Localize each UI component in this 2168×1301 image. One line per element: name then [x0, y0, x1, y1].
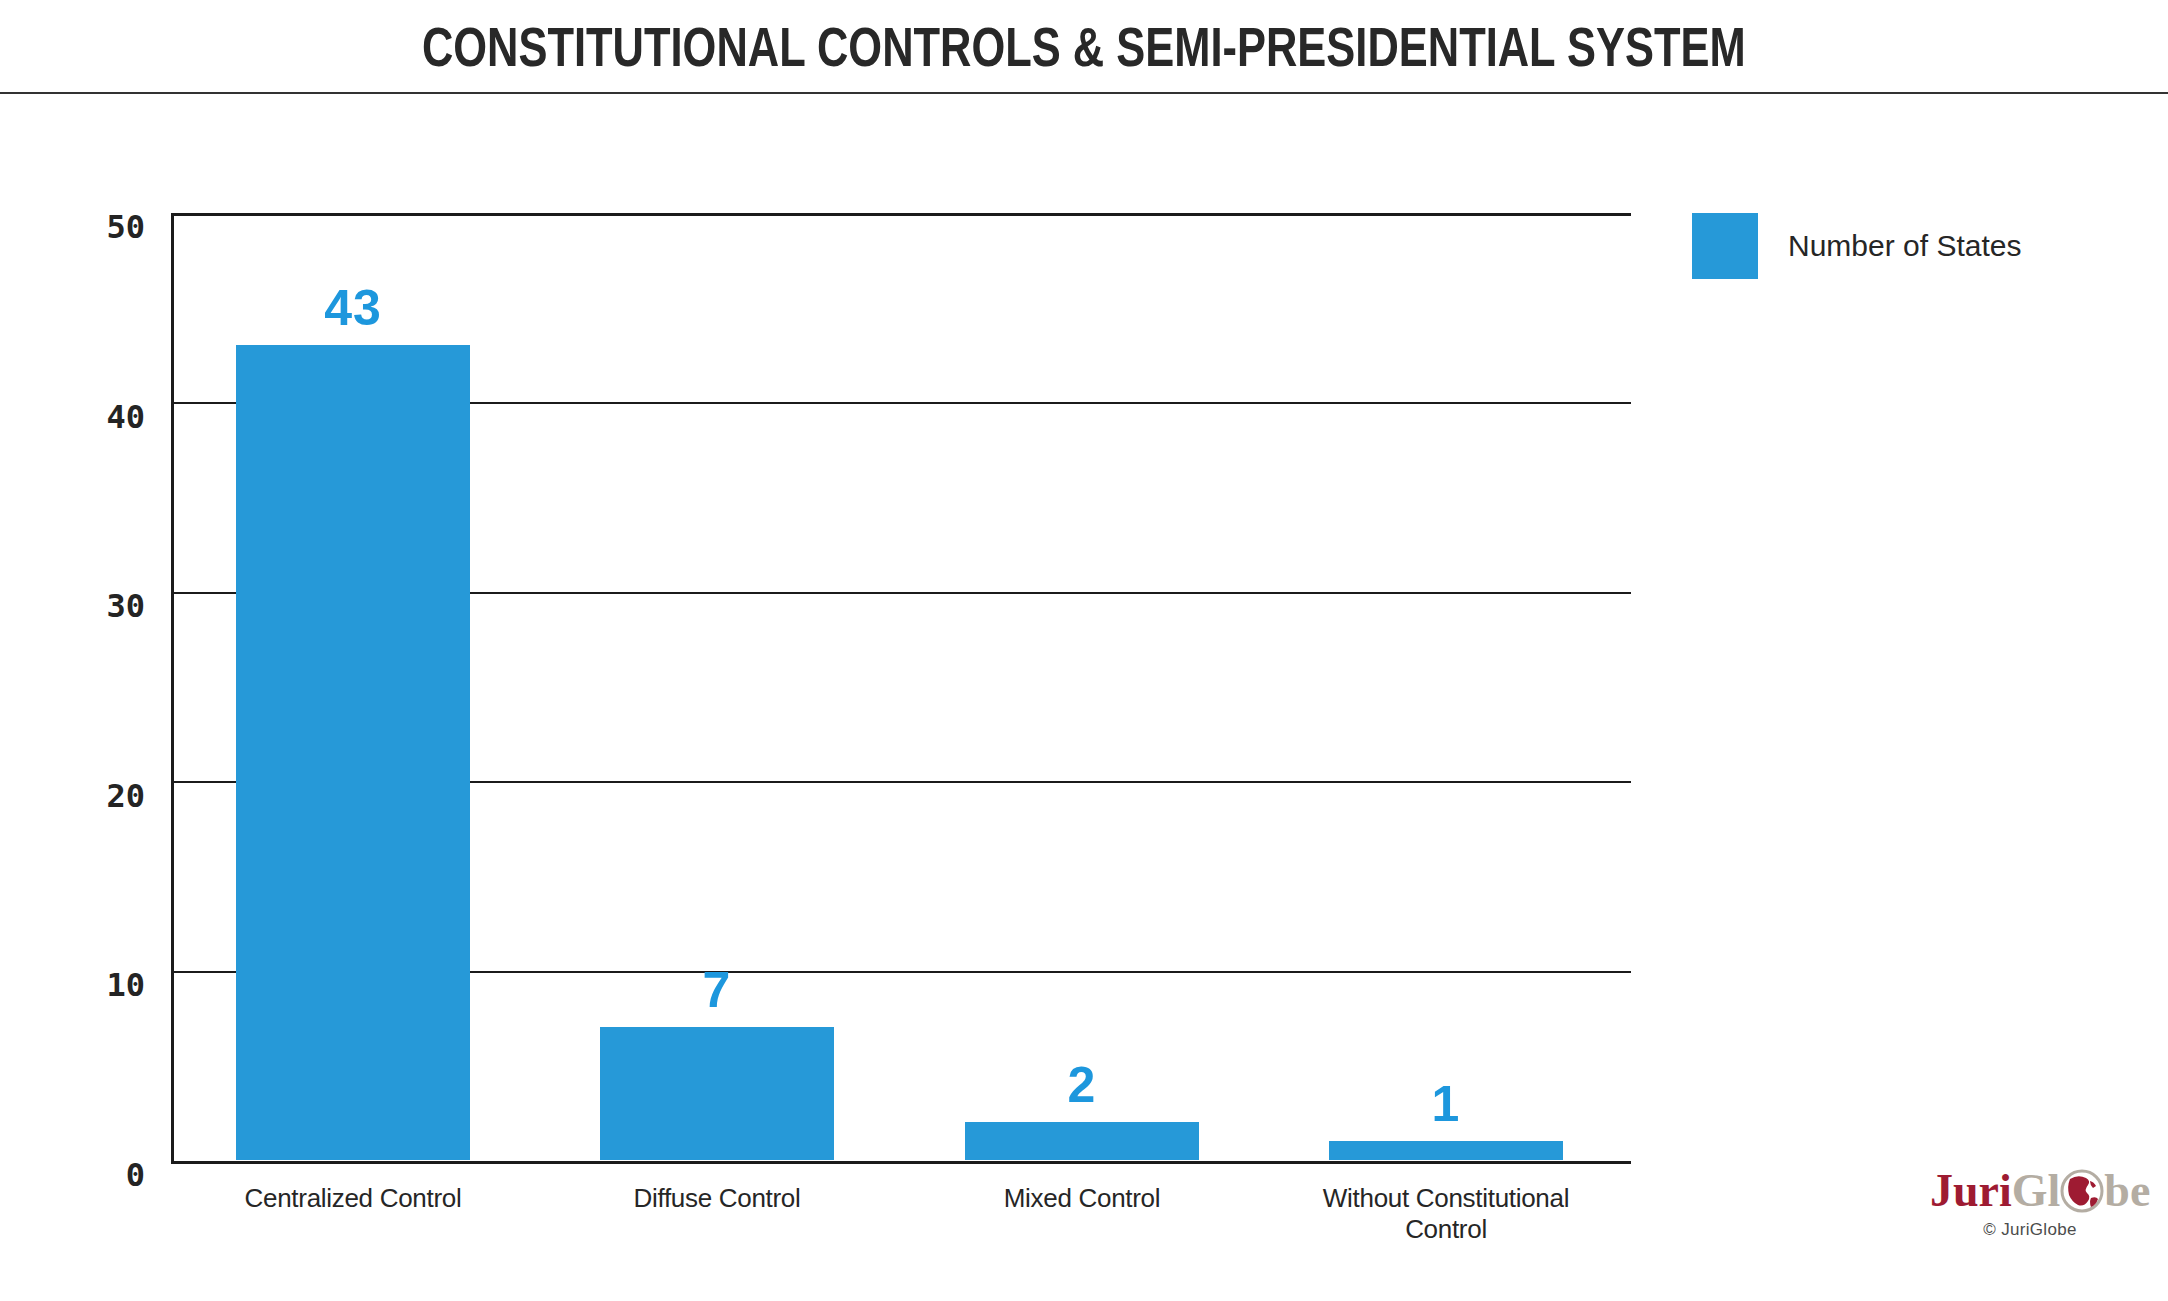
- bar-without-constitutional-control: [1329, 1141, 1563, 1160]
- gridline-0: [171, 1161, 1631, 1164]
- bar-value-label-diffuse-control: 7: [597, 961, 837, 1019]
- y-tick-label-50: 50: [0, 208, 145, 246]
- y-tick-label-30: 30: [0, 587, 145, 625]
- bar-value-label-mixed-control: 2: [962, 1056, 1202, 1114]
- gridline-50: [171, 213, 1631, 216]
- category-label-diffuse-control: Diffuse Control: [562, 1183, 872, 1214]
- bar-value-label-without-constitutional-control: 1: [1326, 1075, 1566, 1133]
- y-tick-label-20: 20: [0, 777, 145, 815]
- category-label-without-constitutional-control: Without Constitutional Control: [1291, 1183, 1601, 1245]
- bar-value-label-centralized-control: 43: [233, 279, 473, 337]
- logo-juri-text: Juri: [1930, 1165, 2012, 1216]
- logo-be-text: be: [2104, 1165, 2150, 1216]
- legend-swatch: [1692, 213, 1758, 279]
- bar-mixed-control: [965, 1122, 1199, 1160]
- y-tick-label-10: 10: [0, 966, 145, 1004]
- bar-diffuse-control: [600, 1027, 834, 1160]
- logo-copyright: © JuriGlobe: [1930, 1220, 2130, 1240]
- plot-area: 43 7 2 1: [171, 214, 1628, 1162]
- legend-label: Number of States: [1788, 229, 2021, 263]
- legend: Number of States: [1692, 213, 2021, 279]
- y-tick-label-40: 40: [0, 398, 145, 436]
- globe-icon: [2060, 1169, 2104, 1213]
- logo-gl-text: Gl: [2012, 1165, 2061, 1216]
- bar-centralized-control: [236, 345, 470, 1160]
- bar-chart: 43 7 2 1 Number of States 0 10 20 30 40 50 Centra…: [0, 0, 2168, 1301]
- category-label-centralized-control: Centralized Control: [198, 1183, 508, 1214]
- juriglobe-logo-text: JuriGl be: [1930, 1168, 2130, 1214]
- y-tick-label-0: 0: [0, 1156, 145, 1194]
- category-label-mixed-control: Mixed Control: [927, 1183, 1237, 1214]
- juriglobe-logo: JuriGl be © JuriGlobe: [1930, 1168, 2130, 1240]
